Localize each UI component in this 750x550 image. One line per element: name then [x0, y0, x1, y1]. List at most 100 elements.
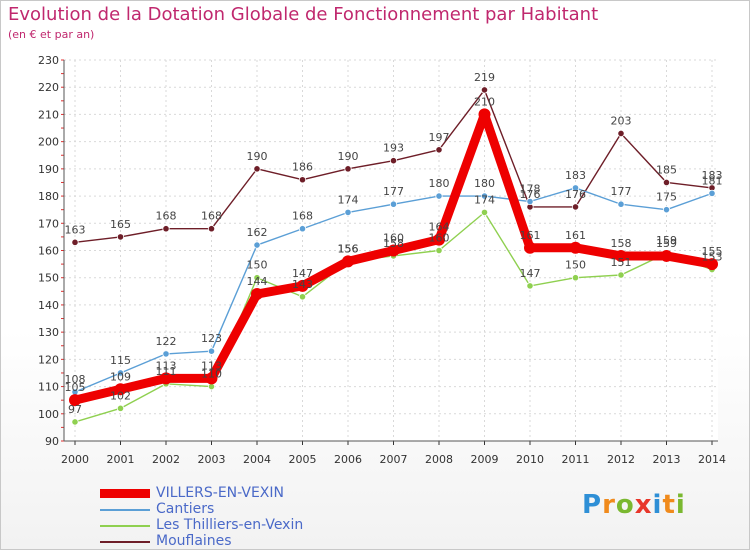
data-point-cantiers [435, 192, 443, 200]
data-point-cantiers [253, 241, 261, 249]
data-label-mouflaines: 203 [611, 114, 632, 127]
data-point-mouflaines [480, 86, 489, 94]
x-tick-label: 2007 [380, 453, 408, 466]
data-label-cantiers: 183 [565, 169, 586, 182]
data-label-les-thilliers-en-vexin: 159 [656, 234, 677, 247]
y-tick-label: 160 [38, 245, 59, 258]
data-label-cantiers: 175 [656, 191, 677, 204]
data-point-mouflaines [344, 165, 352, 173]
data-point-mouflaines [116, 233, 125, 241]
data-label-cantiers: 108 [65, 373, 86, 386]
data-point-cantiers [298, 225, 307, 233]
data-label-mouflaines: 190 [247, 150, 268, 163]
data-label-villers-en-vexin: 144 [247, 275, 268, 288]
data-point-les-thilliers-en-vexin [526, 282, 534, 290]
data-label-cantiers: 123 [201, 332, 222, 345]
series-lines [69, 86, 718, 426]
data-label-les-thilliers-en-vexin: 151 [611, 256, 632, 269]
data-point-villers-en-vexin [660, 249, 673, 262]
x-tick-label: 2000 [61, 453, 89, 466]
y-tick-label: 130 [38, 326, 59, 339]
logo-letter: o [615, 490, 635, 520]
data-label-les-thilliers-en-vexin: 111 [156, 365, 177, 378]
y-tick-label: 170 [38, 217, 59, 230]
data-label-les-thilliers-en-vexin: 150 [565, 259, 586, 272]
data-point-villers-en-vexin [69, 394, 81, 407]
data-point-les-thilliers-en-vexin [617, 271, 625, 279]
y-tick-label: 150 [38, 272, 59, 285]
data-label-cantiers: 177 [611, 185, 632, 198]
logo-letter: r [602, 490, 616, 520]
data-point-villers-en-vexin [160, 372, 172, 385]
data-label-mouflaines: 168 [201, 210, 222, 223]
y-tick-label: 180 [38, 190, 59, 203]
data-label-mouflaines: 183 [702, 169, 723, 182]
logo-letter: t [662, 490, 676, 520]
data-label-les-thilliers-en-vexin: 147 [520, 267, 541, 280]
data-label-mouflaines: 186 [292, 161, 313, 174]
legend-swatch [100, 489, 150, 498]
data-label-cantiers: 177 [383, 185, 404, 198]
data-label-les-thilliers-en-vexin: 97 [68, 403, 82, 416]
proxiti-logo: Proxiti [582, 490, 686, 520]
x-tick-label: 2010 [516, 453, 544, 466]
data-point-villers-en-vexin [433, 233, 445, 246]
data-point-cantiers [526, 197, 534, 206]
data-label-mouflaines: 176 [520, 188, 541, 201]
data-point-cantiers [480, 192, 489, 200]
y-tick-label: 220 [38, 81, 59, 94]
data-point-mouflaines [71, 238, 79, 246]
data-label-les-thilliers-en-vexin: 150 [247, 259, 268, 272]
data-point-cantiers [662, 206, 671, 214]
x-tick-label: 2004 [243, 453, 271, 466]
data-label-cantiers: 181 [702, 174, 723, 187]
data-label-les-thilliers-en-vexin: 160 [429, 232, 450, 245]
data-label-mouflaines: 165 [110, 218, 131, 231]
x-tick-label: 2003 [198, 453, 226, 466]
data-point-mouflaines [253, 165, 261, 173]
data-point-cantiers [708, 189, 716, 197]
data-point-villers-en-vexin [342, 255, 354, 268]
data-point-villers-en-vexin [114, 383, 127, 396]
y-tick-label: 190 [38, 163, 59, 176]
data-label-mouflaines: 176 [565, 188, 586, 201]
data-label-les-thilliers-en-vexin: 110 [201, 368, 222, 381]
data-point-villers-en-vexin [205, 372, 218, 385]
data-label-villers-en-vexin: 159 [656, 237, 677, 250]
logo-letter: x [634, 490, 653, 520]
axes: 9010011012013014015016017018019020021022… [38, 54, 726, 466]
data-point-cantiers [389, 200, 398, 208]
data-label-mouflaines: 190 [338, 150, 359, 163]
data-label-villers-en-vexin: 113 [156, 359, 177, 372]
data-point-mouflaines [162, 225, 170, 233]
legend-swatch [100, 509, 150, 511]
data-label-les-thilliers-en-vexin: 174 [474, 193, 495, 206]
legend: VILLERS-EN-VEXIN Cantiers Les Thilliers-en… [100, 485, 360, 550]
y-tick-label: 230 [38, 54, 59, 67]
logo-letter: i [675, 490, 686, 520]
data-label-les-thilliers-en-vexin: 156 [338, 242, 359, 255]
x-tick-label: 2009 [471, 453, 499, 466]
legend-label: Cantiers [156, 501, 215, 517]
data-label-mouflaines: 163 [65, 223, 86, 236]
legend-label: Mouflaines [156, 533, 232, 549]
data-point-cantiers [207, 347, 216, 355]
legend-item-villers-en-vexin: VILLERS-EN-VEXIN [100, 485, 360, 502]
data-point-les-thilliers-en-vexin [298, 293, 307, 301]
data-point-les-thilliers-en-vexin [435, 246, 443, 255]
data-point-mouflaines [662, 178, 671, 187]
data-point-cantiers [344, 208, 352, 216]
x-tick-label: 2001 [107, 453, 135, 466]
data-label-cantiers: 122 [156, 335, 177, 348]
data-point-villers-en-vexin [387, 244, 400, 257]
data-label-les-thilliers-en-vexin: 102 [110, 389, 131, 402]
legend-swatch [100, 541, 150, 543]
data-label-villers-en-vexin: 210 [474, 95, 495, 108]
data-label-villers-en-vexin: 156 [338, 242, 359, 255]
data-label-mouflaines: 197 [429, 131, 450, 144]
x-tick-label: 2002 [152, 453, 180, 466]
data-label-cantiers: 180 [429, 177, 450, 190]
data-label-les-thilliers-en-vexin: 158 [383, 237, 404, 250]
y-tick-label: 140 [38, 299, 59, 312]
data-label-mouflaines: 219 [474, 71, 495, 84]
